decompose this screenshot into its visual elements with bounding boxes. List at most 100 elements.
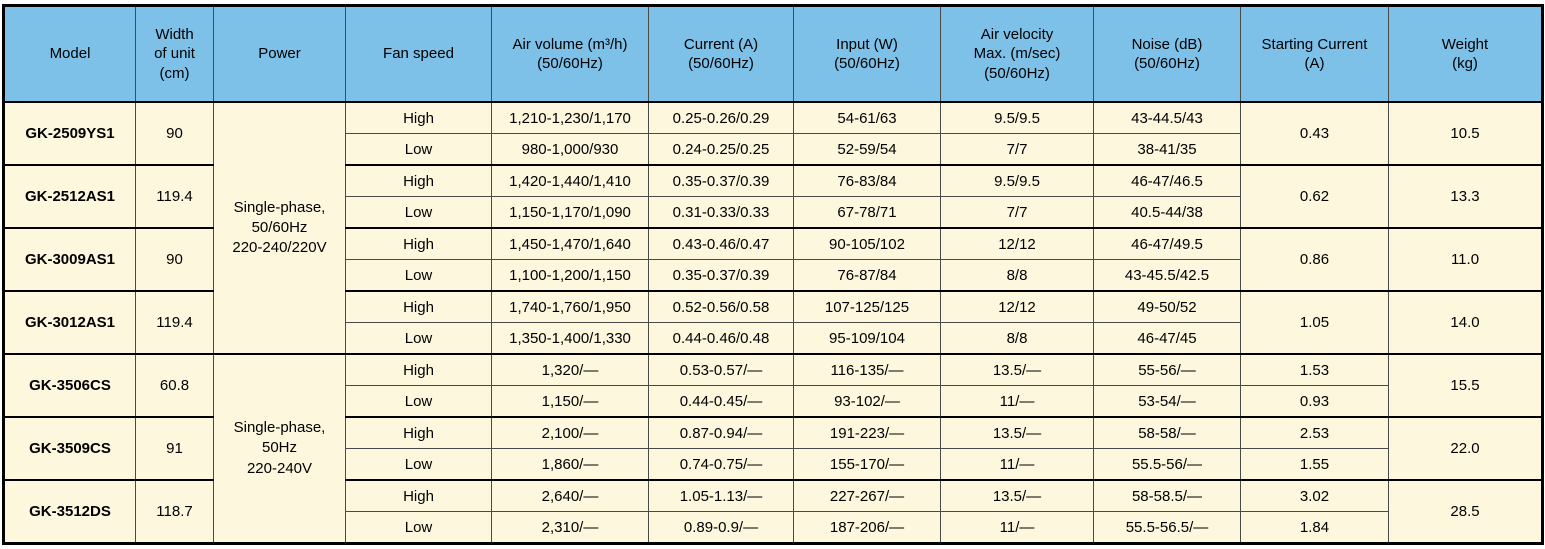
cell-current: 0.25-0.26/0.29 <box>648 101 794 134</box>
cell-starting-current: 0.93 <box>1240 385 1389 418</box>
table-row: Low 980-1,000/930 0.24-0.25/0.25 52-59/5… <box>4 133 1543 166</box>
cell-width: 118.7 <box>135 479 214 544</box>
table-row: GK-3509CS 91 High 2,100/— 0.87-0.94/— 19… <box>3 416 1543 481</box>
cell-air-volume: 1,150/— <box>491 385 649 418</box>
cell-current: 0.87-0.94/— <box>648 416 794 449</box>
cell-input: 95-109/104 <box>793 322 941 355</box>
cell-model: GK-2509YS1 <box>3 101 136 166</box>
cell-fan-speed: Low <box>345 511 492 544</box>
cell-input: 187-206/— <box>793 511 941 544</box>
cell-air-velocity: 8/8 <box>940 259 1094 292</box>
table-row: Low 1,350-1,400/1,330 0.44-0.46/0.48 95-… <box>4 322 1543 355</box>
cell-model: GK-2512AS1 <box>3 164 136 229</box>
cell-fan-speed: Low <box>345 196 492 229</box>
cell-starting-current: 1.53 <box>1240 353 1389 386</box>
cell-weight: 13.3 <box>1388 164 1543 229</box>
cell-air-velocity: 11/— <box>940 448 1094 481</box>
cell-fan-speed: High <box>345 101 492 134</box>
cell-noise: 53-54/— <box>1093 385 1241 418</box>
col-header-air-velocity: Air velocity Max. (m/sec) (50/60Hz) <box>940 5 1094 103</box>
cell-model: GK-3009AS1 <box>3 227 136 292</box>
cell-noise: 46-47/46.5 <box>1093 164 1241 197</box>
cell-width: 60.8 <box>135 353 214 418</box>
cell-width: 119.4 <box>135 164 214 229</box>
cell-noise: 58-58/— <box>1093 416 1241 449</box>
cell-air-volume: 1,860/— <box>491 448 649 481</box>
cell-air-velocity: 12/12 <box>940 290 1094 323</box>
cell-starting-current: 3.02 <box>1240 479 1389 512</box>
table-row: GK-3012AS1 119.4 High 1,740-1,760/1,950 … <box>3 290 1543 355</box>
cell-current: 0.35-0.37/0.39 <box>648 164 794 197</box>
cell-starting-current: 0.62 <box>1240 164 1389 229</box>
cell-current: 0.44-0.46/0.48 <box>648 322 794 355</box>
cell-input: 52-59/54 <box>793 133 941 166</box>
cell-noise: 55.5-56/— <box>1093 448 1241 481</box>
cell-current: 1.05-1.13/— <box>648 479 794 512</box>
table-row: GK-2509YS1 90 Single-phase, 50/60Hz 220-… <box>3 101 1543 355</box>
cell-air-velocity: 12/12 <box>940 227 1094 260</box>
cell-power: Single-phase, 50Hz 220-240V <box>213 353 346 544</box>
cell-current: 0.52-0.56/0.58 <box>648 290 794 323</box>
cell-input: 107-125/125 <box>793 290 941 323</box>
cell-fan-speed: Low <box>345 133 492 166</box>
cell-model: GK-3012AS1 <box>3 290 136 355</box>
cell-input: 93-102/— <box>793 385 941 418</box>
col-header-starting-current: Starting Current (A) <box>1240 5 1389 103</box>
cell-fan-speed: High <box>345 164 492 197</box>
cell-air-volume: 1,150-1,170/1,090 <box>491 196 649 229</box>
cell-air-volume: 1,210-1,230/1,170 <box>491 101 649 134</box>
cell-current: 0.43-0.46/0.47 <box>648 227 794 260</box>
cell-air-velocity: 13.5/— <box>940 353 1094 386</box>
cell-model: GK-3509CS <box>3 416 136 481</box>
cell-starting-current: 1.05 <box>1240 290 1389 355</box>
col-header-model: Model <box>3 5 136 103</box>
cell-noise: 40.5-44/38 <box>1093 196 1241 229</box>
table-row: Low 1,100-1,200/1,150 0.35-0.37/0.39 76-… <box>4 259 1543 292</box>
cell-air-velocity: 7/7 <box>940 133 1094 166</box>
cell-noise: 55.5-56.5/— <box>1093 511 1241 544</box>
col-header-current: Current (A) (50/60Hz) <box>648 5 794 103</box>
table-row: GK-2512AS1 119.4 High 1,420-1,440/1,410 … <box>3 164 1543 229</box>
cell-model: GK-3512DS <box>3 479 136 544</box>
table-row: GK-3009AS1 90 High 1,450-1,470/1,640 0.4… <box>3 227 1543 292</box>
table-header: Model Width of unit (cm) Power Fan speed… <box>3 5 1543 103</box>
col-header-noise: Noise (dB) (50/60Hz) <box>1093 5 1241 103</box>
cell-input: 227-267/— <box>793 479 941 512</box>
col-header-input: Input (W) (50/60Hz) <box>793 5 941 103</box>
cell-air-volume: 2,310/— <box>491 511 649 544</box>
cell-current: 0.24-0.25/0.25 <box>648 133 794 166</box>
cell-input: 90-105/102 <box>793 227 941 260</box>
cell-weight: 10.5 <box>1388 101 1543 166</box>
col-header-fan-speed: Fan speed <box>345 5 492 103</box>
cell-starting-current: 0.86 <box>1240 227 1389 292</box>
cell-input: 67-78/71 <box>793 196 941 229</box>
cell-air-velocity: 11/— <box>940 511 1094 544</box>
cell-weight: 15.5 <box>1388 353 1543 418</box>
cell-noise: 43-45.5/42.5 <box>1093 259 1241 292</box>
cell-weight: 14.0 <box>1388 290 1543 355</box>
cell-width: 90 <box>135 227 214 292</box>
cell-air-volume: 1,740-1,760/1,950 <box>491 290 649 323</box>
cell-noise: 46-47/49.5 <box>1093 227 1241 260</box>
cell-noise: 58-58.5/— <box>1093 479 1241 512</box>
cell-width: 119.4 <box>135 290 214 355</box>
table-row: GK-3506CS 60.8 Single-phase, 50Hz 220-24… <box>3 353 1543 544</box>
cell-starting-current: 1.55 <box>1240 448 1389 481</box>
cell-current: 0.44-0.45/— <box>648 385 794 418</box>
cell-noise: 55-56/— <box>1093 353 1241 386</box>
cell-air-velocity: 13.5/— <box>940 416 1094 449</box>
col-header-weight: Weight (kg) <box>1388 5 1543 103</box>
cell-weight: 22.0 <box>1388 416 1543 481</box>
cell-air-velocity: 9.5/9.5 <box>940 101 1094 134</box>
cell-power: Single-phase, 50/60Hz 220-240/220V <box>213 101 346 355</box>
cell-fan-speed: Low <box>345 322 492 355</box>
cell-fan-speed: High <box>345 353 492 386</box>
cell-air-velocity: 8/8 <box>940 322 1094 355</box>
cell-air-volume: 1,100-1,200/1,150 <box>491 259 649 292</box>
cell-air-volume: 1,450-1,470/1,640 <box>491 227 649 260</box>
cell-current: 0.35-0.37/0.39 <box>648 259 794 292</box>
col-header-power: Power <box>213 5 346 103</box>
cell-air-volume: 980-1,000/930 <box>491 133 649 166</box>
cell-air-volume: 1,420-1,440/1,410 <box>491 164 649 197</box>
cell-noise: 46-47/45 <box>1093 322 1241 355</box>
